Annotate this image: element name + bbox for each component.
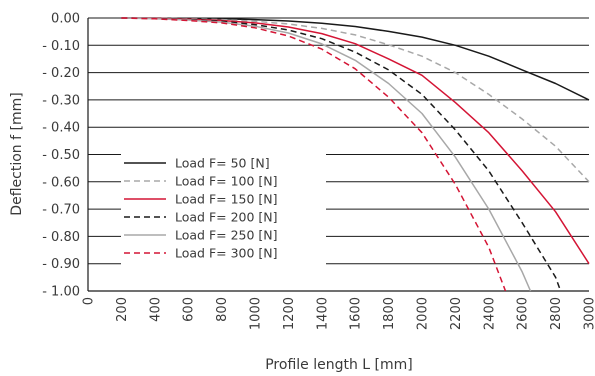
x-tick-label: 2200 [449, 297, 464, 330]
y-tick-label: - 0.40 [42, 121, 80, 136]
x-tick-label: 800 [215, 297, 230, 322]
legend-label: Load F= 150 [N] [175, 192, 278, 207]
x-tick-label: 600 [182, 297, 197, 322]
x-tick-label: 2400 [482, 297, 497, 330]
x-tick-label: 2800 [549, 297, 564, 330]
y-tick-label: 0.00 [51, 12, 80, 27]
y-tick-label: - 0.80 [42, 230, 80, 245]
legend-background [121, 153, 326, 268]
x-tick-label: 1600 [349, 297, 364, 330]
legend: Load F= 50 [N] Load F= 100 [N] Load F= 150… [121, 153, 326, 268]
x-tick-labels: 0 200 400 600 800 1000 1200 1400 1600 1800 2000 220… [82, 297, 595, 330]
x-axis-label: Profile length L [mm] [265, 357, 413, 373]
x-tick-label: 2000 [416, 297, 431, 330]
x-tick-label: 1200 [282, 297, 297, 330]
series-line-2 [121, 17, 590, 183]
y-tick-label: - 0.90 [42, 257, 80, 272]
x-tick-label: 1000 [249, 297, 264, 330]
x-tick-label: 0 [82, 297, 97, 305]
series-line-6 [121, 17, 507, 292]
legend-label: Load F= 250 [N] [175, 228, 278, 243]
y-tick-label: - 0.70 [42, 203, 80, 218]
x-tick-label: 1800 [382, 297, 397, 330]
y-tick-label: - 0.10 [42, 39, 80, 54]
y-tick-label: - 0.50 [42, 148, 80, 163]
y-tick-labels: 0.00 - 0.10 - 0.20 - 0.30 - 0.40 - 0.50 - 0.60… [42, 12, 80, 300]
y-tick-label: - 0.60 [42, 175, 80, 190]
x-tick-label: 400 [148, 297, 163, 322]
x-tick-label: 1400 [315, 297, 330, 330]
legend-label: Load F= 200 [N] [175, 210, 278, 225]
legend-label: Load F= 100 [N] [175, 174, 278, 189]
series-line-4 [121, 17, 562, 292]
x-tick-label: 3000 [583, 297, 595, 330]
y-axis-label: Deflection f [mm] [9, 92, 25, 215]
series-lines [121, 17, 590, 292]
x-tick-label: 2600 [516, 297, 531, 330]
y-tick-label: - 1.00 [42, 285, 80, 300]
x-tick-label: 200 [115, 297, 130, 322]
series-line-3 [121, 17, 590, 265]
y-tick-label: - 0.30 [42, 93, 80, 108]
legend-label: Load F= 300 [N] [175, 246, 278, 261]
y-tick-label: - 0.20 [42, 66, 80, 81]
series-line-1 [121, 17, 590, 101]
legend-label: Load F= 50 [N] [175, 156, 270, 171]
